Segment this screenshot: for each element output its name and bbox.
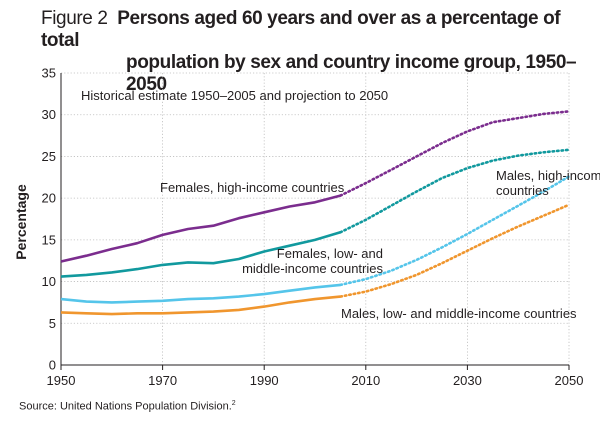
- series-line-historical-0: [60, 194, 341, 263]
- series-line-projection-2: [339, 175, 571, 287]
- x-tick-label: 1950: [47, 373, 76, 388]
- source-text: Source: United Nations Population Divisi…: [19, 400, 232, 413]
- title-line-1: Persons aged 60 years and over as a perc…: [41, 8, 561, 51]
- y-tick-label: 15: [42, 232, 56, 247]
- y-tick-label: 35: [42, 66, 56, 81]
- x-tick-label: 1970: [148, 373, 177, 388]
- series-label: Females, high-income countries: [160, 180, 345, 195]
- series-label: Females, low- and middle-income countries: [242, 246, 383, 276]
- figure-number: Figure 2: [41, 8, 108, 29]
- source-footnote-marker: 2: [231, 400, 236, 407]
- series-line-projection-3: [339, 203, 571, 298]
- series-label-line: Males, low- and middle-income countries: [341, 306, 577, 321]
- x-tick-labels: 1950 1970 1990 2010 2030 2050: [47, 373, 584, 388]
- y-tick-label: 10: [42, 274, 56, 289]
- series-line-historical-3: [60, 295, 341, 316]
- series-label-line: Females, low- and: [277, 246, 383, 261]
- y-tick-label: 20: [42, 191, 56, 206]
- series-label-line: Males, high-income: [496, 168, 600, 183]
- series-line-projection-1: [339, 148, 571, 234]
- series-label: Males, high-income countries: [496, 168, 600, 198]
- figure-title: Figure 2 Persons aged 60 years and over …: [41, 8, 591, 96]
- x-tick-label: 1990: [250, 373, 279, 388]
- series-label: Males, low- and middle-income countries: [341, 306, 577, 321]
- y-tick-label: 30: [42, 107, 56, 122]
- series-label-line: Females, high-income countries: [160, 180, 345, 195]
- y-axis-label: Percentage: [13, 184, 29, 260]
- series-labels: Females, high-income countries Males, hig…: [160, 168, 600, 321]
- title-line-2: population by sex and country income gro…: [126, 52, 577, 95]
- series-label-line: middle-income countries: [242, 261, 383, 276]
- x-tick-label: 2030: [453, 373, 482, 388]
- series-lines: [60, 110, 571, 316]
- series-line-historical-1: [60, 231, 341, 278]
- source-note: Source: United Nations Population Divisi…: [19, 400, 236, 413]
- y-tick-label: 0: [49, 358, 56, 373]
- x-tick-label: 2010: [351, 373, 380, 388]
- series-line-projection-0: [339, 110, 571, 197]
- series-label-line: countries: [496, 183, 549, 198]
- chart-annotation: Historical estimate 1950–2005 and projec…: [81, 88, 388, 103]
- y-tick-label: 25: [42, 149, 56, 164]
- y-tick-label: 5: [49, 316, 56, 331]
- y-tick-labels: 0 5 10 15 20 25 30 35: [42, 66, 56, 373]
- series-line-historical-2: [60, 283, 341, 304]
- x-tick-label: 2050: [555, 373, 584, 388]
- axes: [60, 73, 570, 370]
